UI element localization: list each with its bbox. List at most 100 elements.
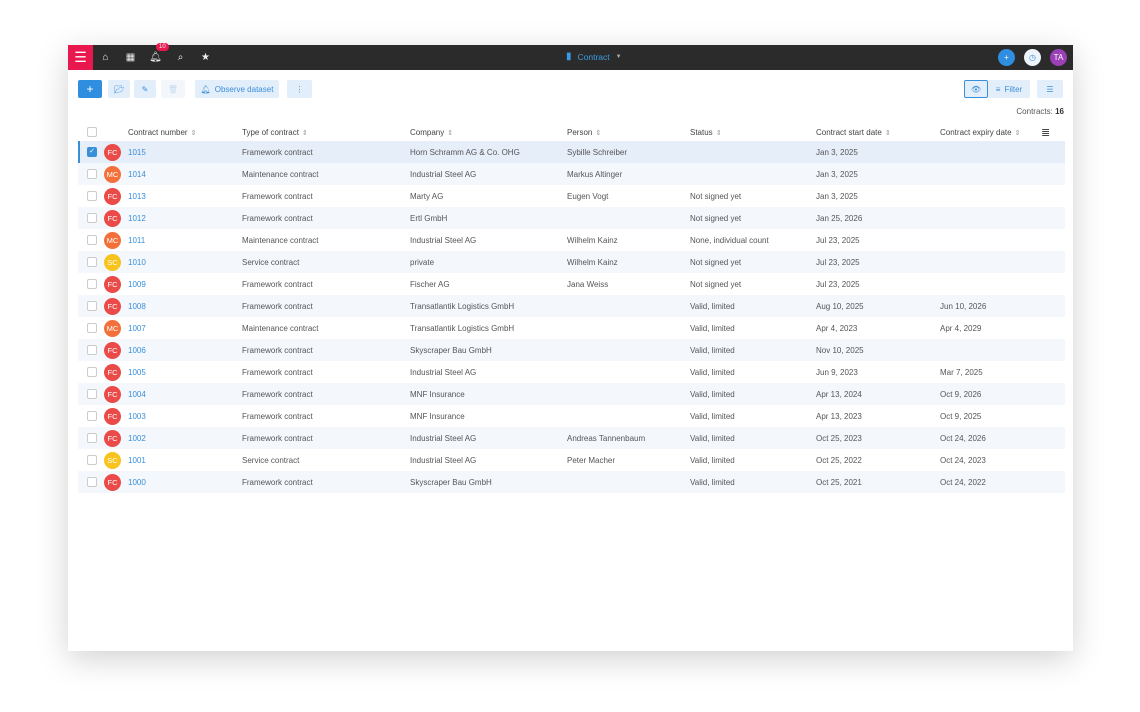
delete-button[interactable]: 🗑︎ [161,80,185,98]
status: Valid, limited [690,471,816,493]
contract-number-link[interactable]: 1000 [128,471,242,493]
row-checkbox[interactable]: ✓ [87,147,97,157]
status: Not signed yet [690,251,816,273]
table-row[interactable]: SC 1001 Service contract Industrial Stee… [78,449,1065,471]
filter-button[interactable]: ≡ Filter [988,80,1030,98]
start-date: Apr 13, 2023 [816,411,862,421]
contract-number-link[interactable]: 1014 [128,163,242,185]
table-row[interactable]: FC 1006 Framework contract Skyscraper Ba… [78,339,1065,361]
view-toggle-button[interactable]: 👁︎ [964,80,988,98]
open-folder-button[interactable]: 📂︎ [108,80,130,98]
contract-number-link[interactable]: 1007 [128,323,146,333]
row-checkbox[interactable] [87,345,97,355]
history-icon[interactable]: ◷ [1024,49,1041,66]
avatar[interactable]: TA [1050,49,1067,66]
start-date: Oct 25, 2023 [816,427,940,449]
list-icon: ☰ [1046,84,1054,94]
row-checkbox[interactable] [87,279,97,289]
row-checkbox[interactable] [87,477,97,487]
status: Valid, limited [690,383,816,405]
contract-number-link[interactable]: 1008 [128,295,242,317]
column-header[interactable]: Status ⇕ [690,127,722,137]
search-icon[interactable]: ⌕ [177,52,184,63]
table-row[interactable]: SC 1010 Service contract private Wilhelm… [78,251,1065,273]
contract-number-link[interactable]: 1011 [128,235,146,245]
select-all-checkbox[interactable] [87,127,97,137]
row-checkbox[interactable] [87,411,97,421]
contract-number-link[interactable]: 1003 [128,411,146,421]
row-checkbox[interactable] [87,455,97,465]
table-row[interactable]: FC 1008 Framework contract Transatlantik… [78,295,1065,317]
star-icon[interactable]: ★ [201,52,210,63]
row-checkbox[interactable] [87,301,97,311]
home-icon[interactable]: ⌂ [102,52,109,63]
column-header[interactable]: Type of contract ⇕ [242,127,308,137]
table-row[interactable]: FC 1002 Framework contract Industrial St… [78,427,1065,449]
contract-number-link[interactable]: 1004 [128,383,242,405]
row-checkbox[interactable] [87,389,97,399]
contract-type-avatar: FC [104,187,121,205]
contract-number-link[interactable]: 1013 [128,191,146,201]
calendar-icon[interactable]: ▦ [125,52,136,63]
table-row[interactable]: FC 1013 Framework contract Marty AG Euge… [78,185,1065,207]
toolbar: + 📂︎ ✎ 🗑︎ 🔔︎ Observe dataset ⋮ 👁︎ ≡ Filter… [78,80,1063,98]
table-row[interactable]: FC 1000 Framework contract Skyscraper Ba… [78,471,1065,493]
column-header[interactable]: Company ⇕ [410,127,454,137]
contract-type: Framework contract [242,207,410,229]
table-row[interactable]: MC 1007 Maintenance contract Transatlant… [78,317,1065,339]
table-row[interactable]: FC 1009 Framework contract Fischer AG Ja… [78,273,1065,295]
row-checkbox[interactable] [87,191,97,201]
company: Ertl GmbH [410,207,567,229]
row-checkbox[interactable] [87,367,97,377]
row-checkbox[interactable] [87,213,97,223]
contract-number-link[interactable]: 1001 [128,455,146,465]
bell-icon[interactable]: 🔔︎ 10 [143,43,169,63]
module-selector[interactable]: ▮ Contract ▼ [566,51,622,62]
contract-number-link[interactable]: 1009 [128,279,146,289]
table-row[interactable]: FC 1012 Framework contract Ertl GmbH Not… [78,207,1065,229]
column-menu-icon[interactable]: ≣ [1041,126,1051,139]
top-bar: ☰ ⌂ ▦ 🔔︎ 10 ⌕ ★ ▮ Contract ▼ + ◷ TA [68,43,1073,70]
contract-type: Framework contract [242,383,410,405]
table-row[interactable]: ✓ FC 1015 Framework contract Horn Schram… [78,141,1065,163]
person: Eugen Vogt [567,191,609,201]
company: Industrial Steel AG [410,235,477,245]
contract-number-link[interactable]: 1012 [128,207,242,229]
row-checkbox[interactable] [87,235,97,245]
contract-number-link[interactable]: 1002 [128,427,242,449]
table-row[interactable]: MC 1014 Maintenance contract Industrial … [78,163,1065,185]
company: MNF Insurance [410,383,567,405]
row-checkbox[interactable] [87,257,97,267]
start-date: Jul 23, 2025 [816,279,860,289]
contract-number-link[interactable]: 1015 [128,141,242,163]
add-button[interactable]: + [78,80,102,98]
contract-number-link[interactable]: 1005 [128,367,146,377]
app-window: ☰ ⌂ ▦ 🔔︎ 10 ⌕ ★ ▮ Contract ▼ + ◷ TA + 📂︎ … [68,43,1073,651]
table-row[interactable]: MC 1011 Maintenance contract Industrial … [78,229,1065,251]
observe-dataset-button[interactable]: 🔔︎ Observe dataset [195,80,279,98]
row-checkbox[interactable] [87,433,97,443]
edit-button[interactable]: ✎ [134,80,156,98]
add-icon[interactable]: + [998,49,1015,66]
contract-number-link[interactable]: 1010 [128,251,242,273]
table-row[interactable]: FC 1005 Framework contract Industrial St… [78,361,1065,383]
start-date: Jun 9, 2023 [816,367,858,377]
column-header[interactable]: Contract expiry date ⇕ [940,127,1021,137]
row-checkbox[interactable] [87,169,97,179]
contract-type-avatar: FC [104,363,121,381]
table-row[interactable]: FC 1004 Framework contract MNF Insurance… [78,383,1065,405]
start-date: Apr 13, 2024 [816,383,940,405]
column-header[interactable]: Contract start date ⇕ [816,127,891,137]
contract-number-link[interactable]: 1006 [128,339,242,361]
person [567,471,690,493]
menu-icon[interactable]: ☰ [68,45,93,70]
more-options-button[interactable]: ⋮ [287,80,312,98]
column-header[interactable]: Person ⇕ [567,127,602,137]
contract-type-avatar: FC [104,385,121,403]
person [567,339,690,361]
row-checkbox[interactable] [87,323,97,333]
chevron-down-icon: ▼ [615,53,622,60]
table-row[interactable]: FC 1003 Framework contract MNF Insurance… [78,405,1065,427]
column-header[interactable]: Contract number ⇕ [128,127,197,137]
list-view-button[interactable]: ☰ [1037,80,1063,98]
